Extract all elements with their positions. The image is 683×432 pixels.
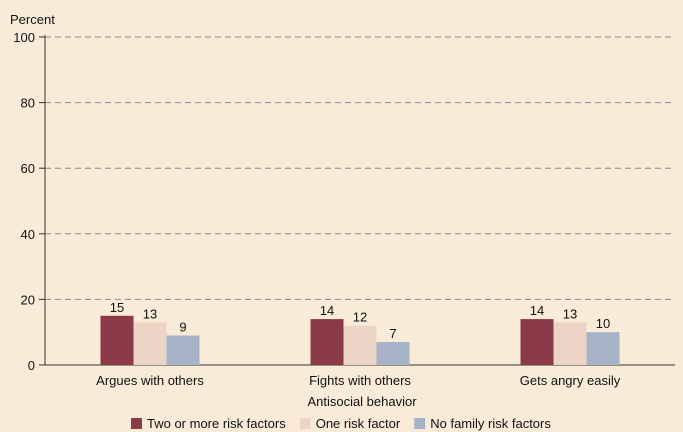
category-label: Gets angry easily xyxy=(520,373,621,388)
category-label: Fights with others xyxy=(309,373,411,388)
legend-swatch xyxy=(131,418,142,429)
bar xyxy=(553,322,587,365)
bars xyxy=(100,315,620,365)
legend-label: No family risk factors xyxy=(430,416,551,431)
bar xyxy=(343,325,377,365)
bar xyxy=(586,332,620,365)
y-tick-label: 40 xyxy=(21,227,35,242)
y-axis-title: Percent xyxy=(10,12,55,27)
legend-label: Two or more risk factors xyxy=(147,416,286,431)
bar xyxy=(376,342,410,365)
y-tick-label: 100 xyxy=(13,30,35,45)
bar xyxy=(310,319,344,365)
x-axis: Argues with others Fights with others Gets… xyxy=(96,373,621,388)
x-axis-title: Antisocial behavior xyxy=(307,394,417,409)
bar-value-label: 9 xyxy=(179,319,186,334)
bar-value-label: 10 xyxy=(596,316,610,331)
legend-swatch xyxy=(414,418,426,429)
category-label: Argues with others xyxy=(96,373,204,388)
bar-value-label: 13 xyxy=(563,306,577,321)
bar-value-label: 15 xyxy=(110,300,124,315)
bar-value-label: 14 xyxy=(320,303,334,318)
bar-value-label: 13 xyxy=(143,306,157,321)
y-tick-label: 0 xyxy=(28,358,35,373)
y-tick-label: 80 xyxy=(21,96,35,111)
data-labels: 15 13 9 14 12 7 14 13 10 xyxy=(110,300,610,341)
bar xyxy=(133,322,167,365)
bar-value-label: 14 xyxy=(530,303,544,318)
legend-swatch xyxy=(299,418,311,429)
y-tick-label: 20 xyxy=(21,292,35,307)
bar-value-label: 12 xyxy=(353,310,367,325)
legend-label: One risk factor xyxy=(316,416,401,431)
bar xyxy=(100,315,134,365)
gridlines xyxy=(45,36,675,300)
bar-value-label: 7 xyxy=(389,326,396,341)
bar xyxy=(166,335,200,365)
legend: Two or more risk factors One risk factor N… xyxy=(131,416,551,431)
y-tick-label: 60 xyxy=(21,161,35,176)
bar xyxy=(520,319,554,365)
